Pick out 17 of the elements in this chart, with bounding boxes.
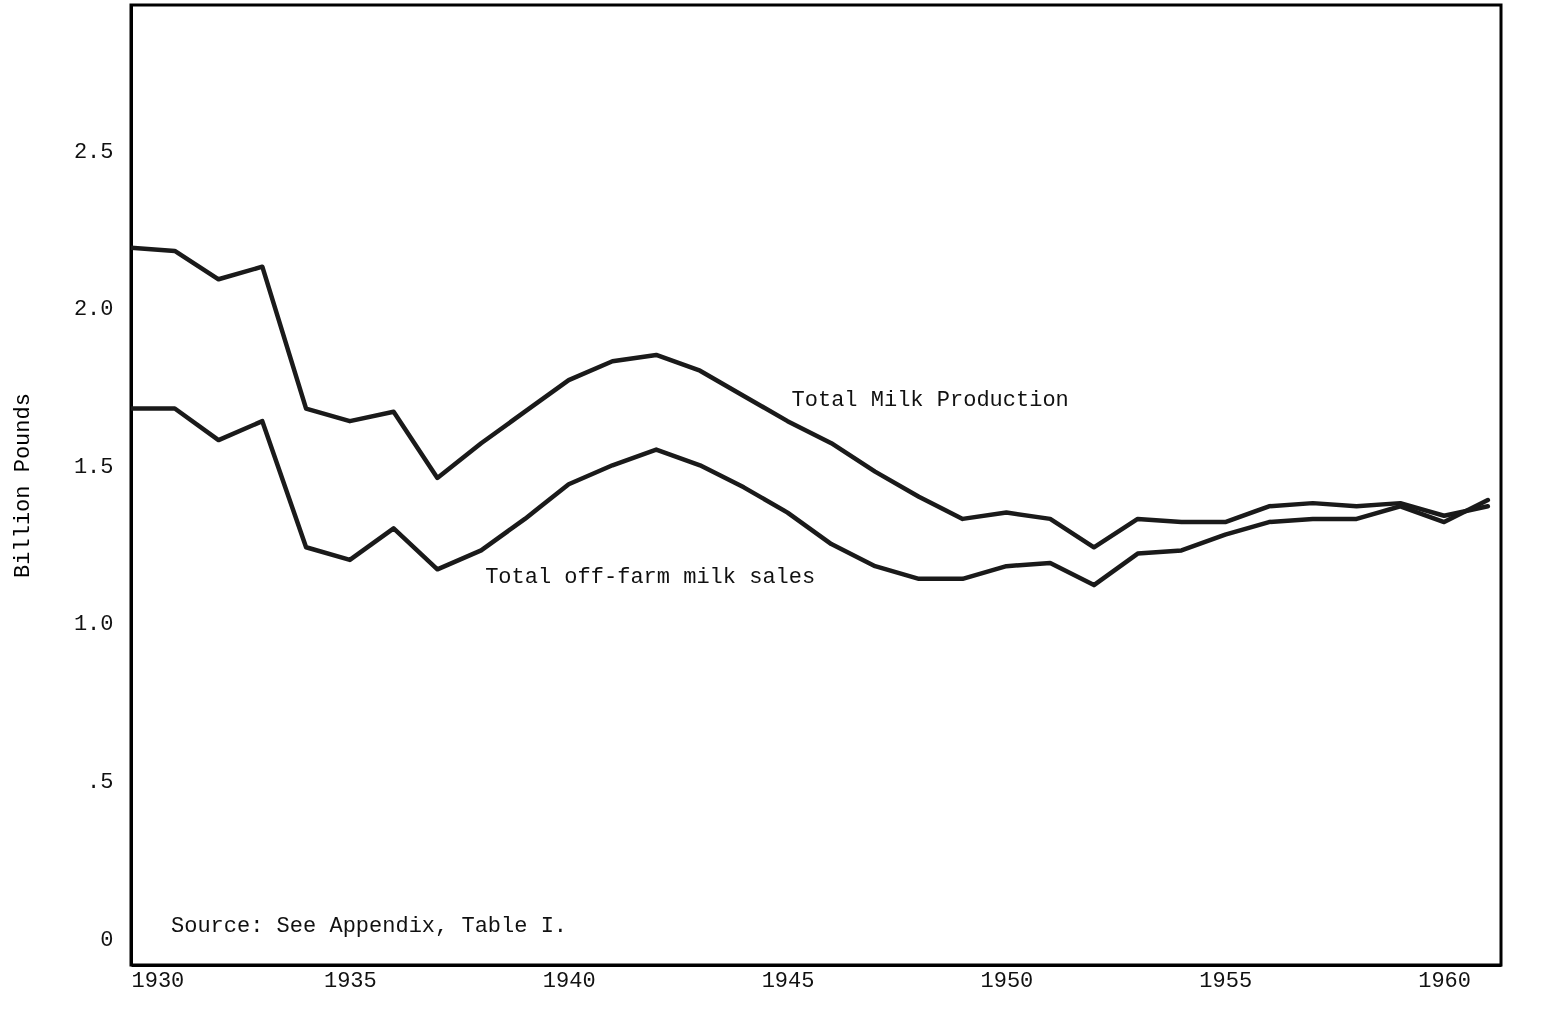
x-tick-label: 1945 [761,968,815,994]
x-tick-label: 1930 [131,968,185,994]
y-tick-label: 1.5 [73,454,114,480]
series-label: Total Milk Production [791,388,1069,414]
y-tick-label: 2.0 [73,297,114,323]
y-tick-label: .5 [87,770,114,796]
x-tick-label: 1935 [323,968,377,994]
x-tick-label: 1940 [542,968,596,994]
y-axis-title: Billion Pounds [10,393,36,578]
x-tick-label: 1960 [1418,968,1472,994]
y-tick-label: 2.5 [73,139,114,165]
x-tick-label: 1950 [980,968,1034,994]
y-tick-label: 1.0 [73,612,114,638]
series-label: Total off-farm milk sales [485,565,816,591]
x-tick-label: 1955 [1199,968,1253,994]
annotation: Source: See Appendix, Table I. [171,914,568,939]
y-tick-label: 0 [100,927,114,953]
